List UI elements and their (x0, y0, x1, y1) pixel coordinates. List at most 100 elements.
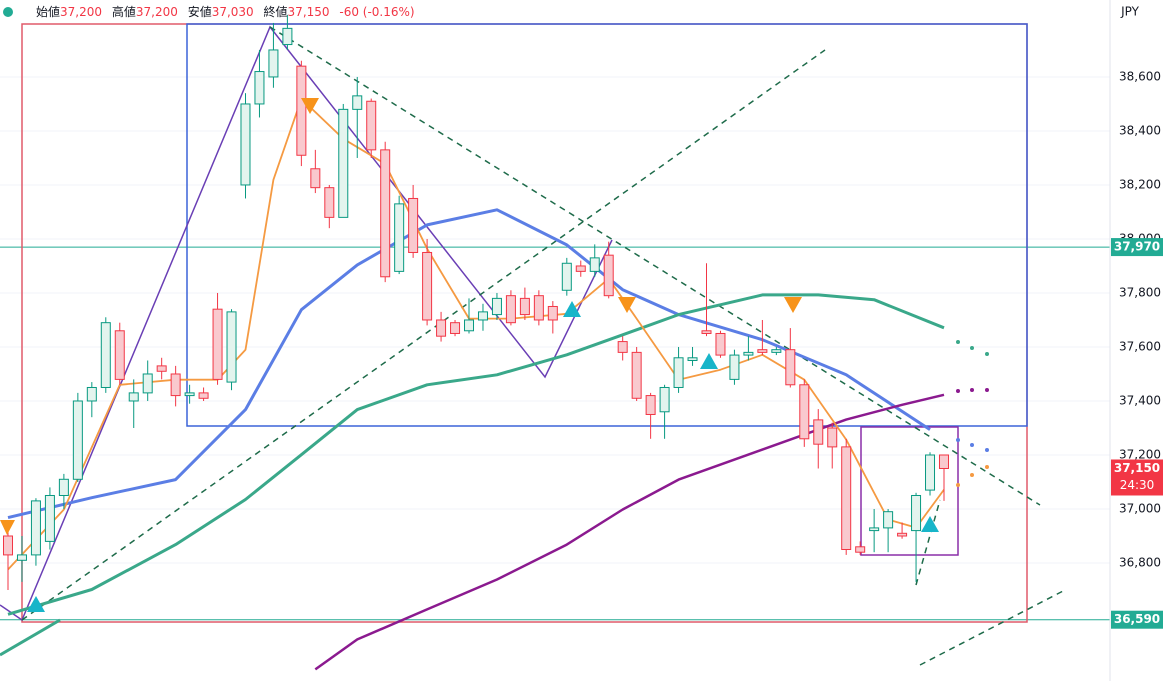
candle-body (100, 322, 111, 388)
y-tick-label: 38,200 (1119, 177, 1161, 191)
candle-body (170, 373, 181, 397)
y-tick-label: 37,000 (1119, 501, 1161, 515)
candle-body (338, 108, 349, 218)
candle-body (519, 297, 530, 316)
candle-body (673, 357, 684, 388)
candle-body (86, 386, 97, 402)
buy-signal (563, 301, 581, 317)
candle-body (757, 349, 768, 353)
candle-body (631, 351, 642, 399)
candle-body (729, 354, 740, 380)
buy-signal (921, 516, 939, 532)
candle-body (58, 478, 69, 496)
grid (0, 76, 1110, 621)
candle-body (128, 392, 139, 402)
sell-signal (784, 297, 802, 313)
price-tag (1111, 610, 1163, 629)
value: 37,150 (288, 5, 330, 19)
ma-line (314, 393, 945, 671)
candle-body (296, 65, 307, 156)
candle-body (491, 297, 502, 316)
candle-body (883, 511, 894, 529)
candle-body (659, 386, 670, 413)
candle-body (925, 454, 936, 491)
sell-signal (301, 98, 319, 114)
ma-line (7, 293, 945, 616)
y-tick-label: 37,400 (1119, 393, 1161, 407)
y-tick-label: 38,400 (1119, 123, 1161, 137)
candle-body (841, 446, 852, 550)
value: 37,030 (212, 5, 254, 19)
candle-body (855, 546, 866, 553)
candle-body (743, 351, 754, 356)
candle-body (44, 494, 55, 542)
value: 37,200 (60, 5, 102, 19)
candle-body (422, 251, 433, 321)
candle-body (897, 532, 908, 537)
y-tick-label: 37,200 (1119, 447, 1161, 461)
candle-body (589, 257, 600, 272)
candle-body (785, 349, 796, 386)
currency[interactable]: JPY (1120, 5, 1140, 19)
candle-body (156, 365, 167, 372)
candle-body (324, 187, 335, 218)
candle-body (911, 494, 922, 532)
candle-body (394, 203, 405, 272)
candle-body (142, 373, 153, 394)
candle-body (617, 341, 628, 353)
change: -60 (-0.16%) (339, 5, 414, 19)
candle-body (799, 384, 810, 440)
candle-body (408, 197, 419, 253)
sell-signal (618, 297, 636, 313)
candle-body (240, 103, 251, 186)
legend-text: 始値37,200 高値37,200 安値37,030 終値37,150 -60 … (36, 4, 415, 19)
price-tag-label: 36,590 (1114, 612, 1160, 626)
candle-body (561, 262, 572, 291)
candle-body (869, 527, 880, 532)
candle-body (310, 168, 321, 189)
y-tick-label: 38,600 (1119, 69, 1161, 83)
price-tag (1111, 238, 1163, 257)
y-axis: 36,80037,00037,20037,40037,60037,80038,0… (1109, 0, 1163, 681)
candle-body (645, 395, 656, 415)
candle-body (3, 535, 13, 556)
candle-body (30, 500, 41, 556)
candle-body (72, 400, 83, 480)
candle-body (352, 95, 363, 110)
price-axis (1110, 0, 1163, 681)
candle-body (938, 454, 949, 469)
candles (3, 14, 949, 591)
price-tag-label: 37,970 (1114, 240, 1160, 254)
candle-body (477, 311, 488, 321)
candle-body (226, 311, 237, 383)
candle-body (771, 349, 782, 353)
sell-signal (0, 520, 15, 535)
candle-body (715, 332, 726, 356)
candle-body (701, 330, 712, 334)
range-box (860, 426, 959, 556)
header: 始値37,200 高値37,200 安値37,030 終値37,150 -60 … (3, 4, 415, 19)
candle-body (687, 357, 698, 361)
candle-body (603, 254, 614, 297)
trend-line (919, 589, 1066, 666)
candle-body (827, 427, 838, 448)
signals (0, 98, 989, 612)
trend-line (915, 499, 941, 586)
label: 終値 (264, 4, 288, 19)
last-price-label: 37,150 (1114, 461, 1160, 475)
last-price-tag (1111, 459, 1163, 496)
candle-body (184, 392, 195, 397)
candle-body (114, 330, 125, 380)
trend-line (269, 26, 1041, 506)
buy-signal (700, 353, 718, 369)
candle-body (282, 27, 293, 46)
candle-body (505, 295, 516, 324)
ma-tail (0, 618, 61, 657)
candle-body (16, 554, 27, 561)
candle-body (366, 100, 377, 151)
countdown: 24:30 (1120, 478, 1155, 492)
status-dot (3, 7, 13, 17)
